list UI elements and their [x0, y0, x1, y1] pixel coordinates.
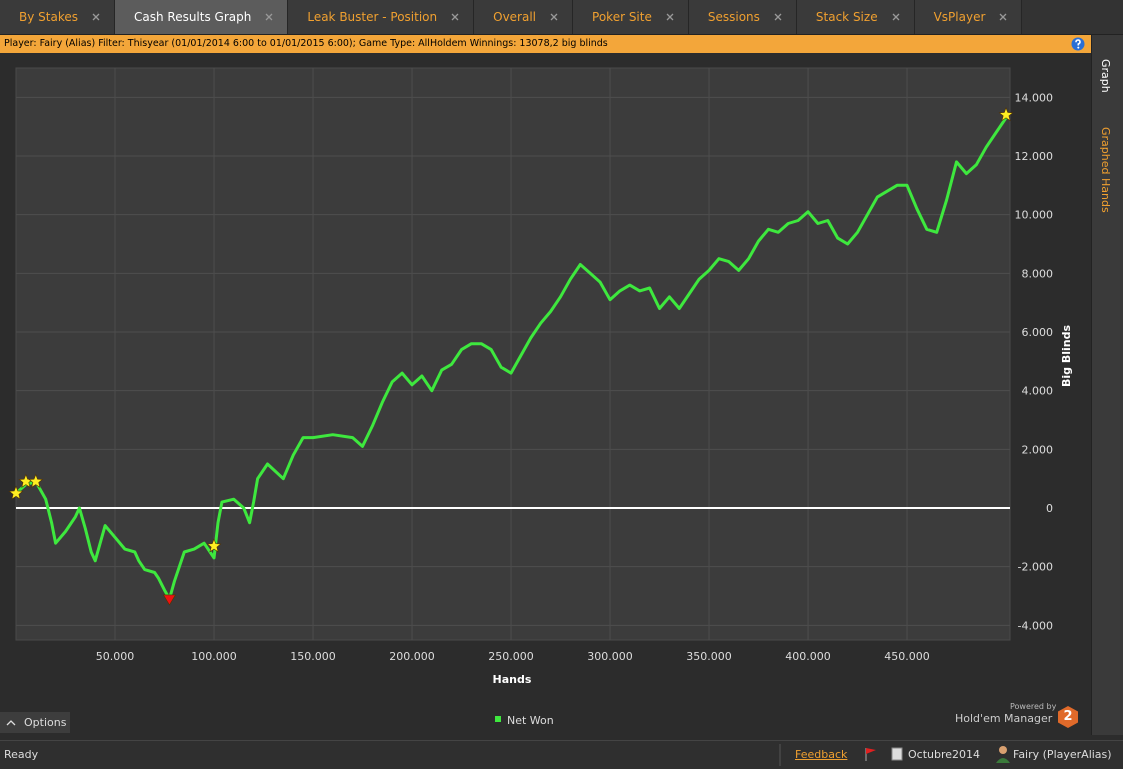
y-tick-label: 0	[1046, 502, 1053, 515]
tab-label: By Stakes	[19, 10, 78, 24]
y-tick-label: 6.000	[1022, 326, 1054, 339]
tab[interactable]: Leak Buster - Position	[288, 0, 475, 34]
info-text: Player: Fairy (Alias) Filter: Thisyear (…	[4, 38, 608, 49]
side-tab[interactable]: Graph	[1099, 59, 1112, 93]
tab-close[interactable]	[892, 13, 900, 21]
side-panel: Graph Graphed Hands	[1091, 35, 1123, 735]
marker	[28, 473, 44, 488]
y-tick-label: 4.000	[1022, 385, 1054, 398]
x-tick-label: 350.000	[686, 650, 732, 663]
powered-by: Powered by	[1010, 702, 1057, 711]
x-tick-label: 300.000	[587, 650, 633, 663]
brand-logo: 2	[1058, 706, 1078, 728]
info-bar: Player: Fairy (Alias) Filter: Thisyear (…	[0, 35, 1091, 53]
tab-close[interactable]	[265, 13, 273, 21]
x-tick-label: 200.000	[389, 650, 435, 663]
x-tick-label: 250.000	[488, 650, 534, 663]
x-axis-label: Hands	[493, 673, 532, 686]
tab[interactable]: Sessions	[688, 0, 797, 34]
y-tick-label: -2.000	[1018, 561, 1053, 574]
x-tick-label: 400.000	[785, 650, 831, 663]
status-text: Ready	[4, 748, 39, 761]
feedback-link[interactable]: Feedback	[795, 748, 848, 761]
tab-label: Leak Buster - Position	[307, 10, 438, 24]
tab-label: Sessions	[707, 10, 760, 24]
x-tick-label: 450.000	[884, 650, 930, 663]
y-tick-label: 2.000	[1022, 443, 1054, 456]
chart: 50.000 100.000 150.000 200.000 250.000 300.00…	[8, 67, 1073, 727]
x-tick-label: 150.000	[290, 650, 336, 663]
tab-label: Cash Results Graph	[133, 10, 252, 24]
options-button[interactable]: Options	[0, 712, 70, 733]
player-icon	[996, 746, 1010, 763]
series-line	[15, 117, 1008, 601]
tab-close[interactable]	[451, 13, 459, 21]
tab-close[interactable]	[550, 13, 558, 21]
y-tick-label: 14.000	[1015, 91, 1054, 104]
tab-close[interactable]	[999, 13, 1007, 21]
x-tick-label: 50.000	[96, 650, 135, 663]
marker	[206, 538, 222, 553]
tab-label: Stack Size	[815, 10, 878, 24]
tab-close[interactable]	[666, 13, 674, 21]
marker	[998, 107, 1014, 122]
y-tick-label: 8.000	[1022, 267, 1054, 280]
flag-icon	[865, 748, 876, 761]
tab[interactable]: Stack Size	[796, 0, 915, 34]
side-tab[interactable]: Graphed Hands	[1099, 127, 1112, 213]
tab-label: Overall	[493, 10, 537, 24]
options-label: Options	[24, 716, 67, 729]
player: Fairy (PlayerAlias)	[1013, 748, 1112, 761]
y-tick-label: 10.000	[1015, 209, 1054, 222]
tab[interactable]: By Stakes	[0, 0, 115, 34]
x-tick-label: 100.000	[191, 650, 237, 663]
legend-swatch	[495, 716, 501, 722]
tab-bar: By Stakes Cash Results Graph Leak Buster -…	[0, 0, 1123, 35]
tab[interactable]: VsPlayer	[914, 0, 1023, 34]
tab[interactable]: Poker Site	[573, 0, 689, 34]
marker	[162, 594, 176, 606]
tab-close[interactable]	[92, 13, 100, 21]
marker	[8, 485, 24, 500]
plot-area	[15, 67, 1011, 641]
period: Octubre2014	[908, 748, 981, 761]
status-bar: Ready Feedback Octubre2014 Fairy (Player…	[0, 740, 1123, 769]
y-axis-label: Big Blinds	[1060, 325, 1073, 387]
tab-label: Poker Site	[592, 10, 652, 24]
tab[interactable]: Overall	[474, 0, 574, 34]
y-tick-label: 12.000	[1015, 150, 1054, 163]
tab[interactable]: Cash Results Graph	[114, 0, 289, 34]
y-tick-label: -4.000	[1018, 619, 1053, 632]
tab-label: VsPlayer	[933, 10, 986, 24]
help-icon[interactable]	[1071, 37, 1085, 51]
tab-close[interactable]	[774, 13, 782, 21]
brand: Hold'em Manager	[955, 712, 1053, 725]
legend-label: Net Won	[507, 714, 554, 727]
calendar-icon	[891, 747, 903, 761]
